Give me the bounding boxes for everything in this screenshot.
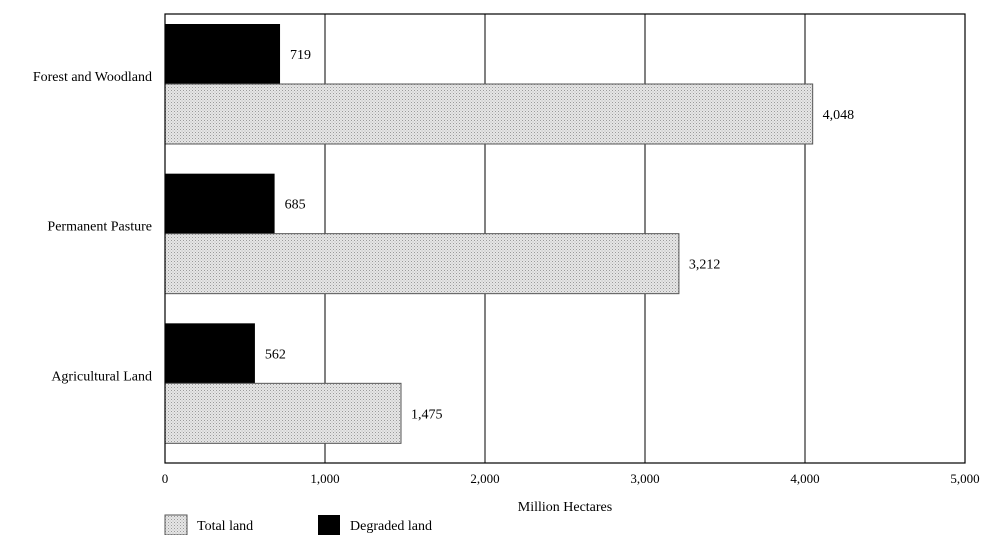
legend-label-total-land: Total land xyxy=(197,519,253,534)
legend-swatch-degraded-land xyxy=(318,515,340,535)
legend-swatch-total-land xyxy=(164,514,188,535)
x-axis-title: Million Hectares xyxy=(518,500,612,515)
bar-degraded-land xyxy=(165,173,275,234)
legend-label-degraded-land: Degraded land xyxy=(350,519,432,534)
category-label: Agricultural Land xyxy=(51,369,152,384)
x-tick-label: 2,000 xyxy=(470,471,499,486)
x-tick-labels: 0 1,000 2,000 3,000 4,000 5,000 xyxy=(162,471,980,486)
x-tick-label: 5,000 xyxy=(950,471,979,486)
data-label-degraded: 562 xyxy=(265,347,286,362)
data-labels: 719 4,048 685 3,212 562 1,475 xyxy=(265,48,854,422)
data-label-total: 4,048 xyxy=(823,108,855,123)
data-label-degraded: 719 xyxy=(290,48,311,63)
x-tick-label: 4,000 xyxy=(790,471,819,486)
x-tick-label: 1,000 xyxy=(310,471,339,486)
data-label-total: 3,212 xyxy=(689,258,721,273)
bar-total-land xyxy=(164,233,680,295)
bar-total-land xyxy=(164,382,402,444)
bar-degraded-land xyxy=(165,24,281,84)
bars-group xyxy=(164,24,814,444)
data-label-total: 1,475 xyxy=(411,407,443,422)
category-label: Permanent Pasture xyxy=(47,220,152,235)
x-tick-label: 3,000 xyxy=(630,471,659,486)
x-tick-label: 0 xyxy=(162,471,169,486)
data-label-degraded: 685 xyxy=(285,198,306,213)
plot-frame xyxy=(164,13,966,464)
bar-degraded-land xyxy=(165,323,255,384)
category-label: Forest and Woodland xyxy=(33,70,152,85)
legend: Total land Degraded land xyxy=(164,514,432,535)
bar-total-land xyxy=(164,83,814,145)
category-labels: Forest and Woodland Permanent Pasture Agri… xyxy=(33,70,152,384)
